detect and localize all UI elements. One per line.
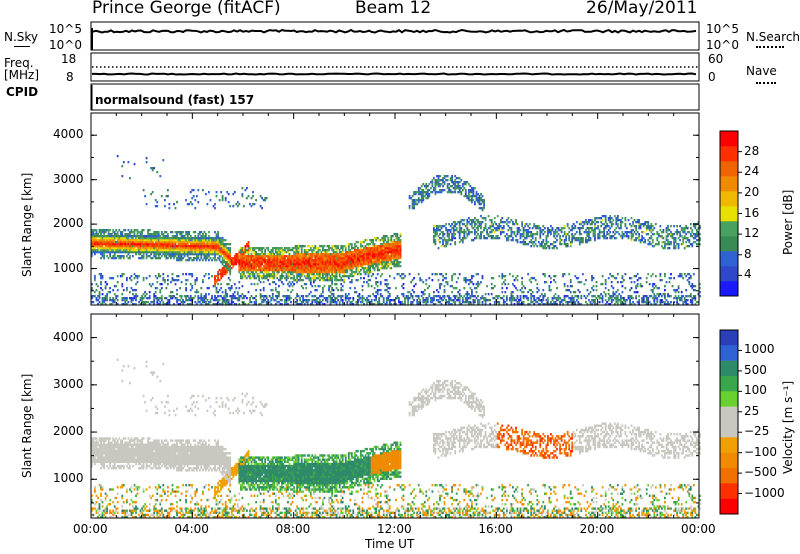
nave-tick-top: 60	[708, 52, 724, 66]
power-cbar-tick-1: 8	[744, 246, 752, 261]
vel-ytick-0: 1000	[53, 471, 84, 486]
velocity-axis-ticks	[90, 314, 700, 518]
nave-label: Nave	[746, 64, 777, 78]
freq-trace	[92, 72, 697, 76]
cpid-label: CPID	[6, 85, 39, 99]
nsky-panel-frame	[90, 21, 700, 51]
velocity-cbar-tick-5: −100	[744, 444, 777, 459]
xtick-6: 00:00	[681, 522, 716, 536]
freq-tick-bottom: 8	[66, 70, 74, 84]
nave-legend-line	[756, 82, 776, 84]
power-axis-ticks	[90, 113, 700, 305]
nsearch-legend-line	[756, 46, 784, 48]
xtick-4: 16:00	[478, 522, 513, 536]
velocity-cbar-tick-1: 500	[744, 362, 767, 377]
xtick-2: 08:00	[275, 522, 311, 536]
velocity-ylabel: Slant Range [km]	[20, 373, 34, 478]
power-ytick-1: 2000	[53, 216, 84, 231]
velocity-cbar-tick-4: −25	[744, 424, 770, 439]
nsearch-tick-top: 10^5	[706, 22, 739, 36]
freq-panel-frame	[90, 52, 700, 82]
cpid-mode: normalsound (fast) 157	[95, 93, 255, 107]
velocity-heatmap	[91, 358, 701, 519]
power-colorbar	[719, 130, 742, 297]
freq-label: Freq.	[4, 56, 34, 70]
power-cbar-tick-2: 12	[744, 226, 760, 241]
nsky-trace	[92, 28, 697, 34]
xtick-0: 00:00	[73, 522, 108, 536]
velocity-colorbar	[719, 329, 742, 515]
power-cbar-tick-4: 20	[744, 184, 760, 199]
freq-unit: [MHz]	[4, 68, 40, 82]
power-cbar-tick-6: 28	[744, 143, 760, 158]
date-title: 26/May/2011	[586, 0, 698, 18]
vel-ytick-1: 2000	[53, 424, 84, 439]
velocity-colorbar-title: Velocity [m s⁻¹]	[781, 380, 795, 474]
power-cbar-tick-0: 4	[744, 267, 752, 282]
xtick-5: 20:00	[579, 522, 615, 536]
nsearch-tick-bottom: 10^0	[706, 38, 739, 52]
power-colorbar-title: Power [dB]	[781, 189, 795, 255]
xtick-1: 04:00	[174, 522, 209, 536]
power-cbar-tick-3: 16	[744, 205, 760, 220]
power-ylabel: Slant Range [km]	[20, 172, 34, 277]
vel-ytick-2: 3000	[53, 376, 84, 391]
power-ytick-0: 1000	[53, 260, 84, 275]
nsky-label: N.Sky	[4, 30, 39, 44]
velocity-cbar-tick-3: 25	[744, 403, 760, 418]
freq-tick-top: 18	[61, 52, 77, 66]
nsearch-label: N.Search	[746, 30, 800, 44]
velocity-cbar-tick-0: 1000	[744, 342, 775, 357]
nsky-tick-bottom: 10^0	[49, 38, 82, 52]
velocity-cbar-tick-6: −500	[744, 465, 777, 480]
x-axis-label: Time UT	[365, 537, 415, 551]
xtick-3: 12:00	[377, 522, 412, 536]
power-ytick-3: 4000	[53, 127, 84, 142]
power-cbar-tick-5: 24	[744, 164, 760, 179]
velocity-cbar-tick-2: 100	[744, 383, 767, 398]
velocity-cbar-tick-7: −1000	[744, 485, 785, 500]
station-title: Prince George (fitACF)	[92, 0, 281, 18]
beam-title: Beam 12	[355, 0, 432, 18]
nave-tick-bottom: 0	[708, 70, 716, 84]
vel-ytick-3: 4000	[53, 329, 84, 344]
power-panel-frame	[90, 112, 700, 306]
nsky-tick-top: 10^5	[49, 22, 82, 36]
velocity-panel-frame	[90, 313, 700, 519]
power-heatmap	[91, 155, 701, 306]
cpid-panel-frame	[90, 83, 700, 111]
nsky-legend-line	[14, 46, 30, 47]
power-ytick-2: 3000	[53, 171, 84, 186]
